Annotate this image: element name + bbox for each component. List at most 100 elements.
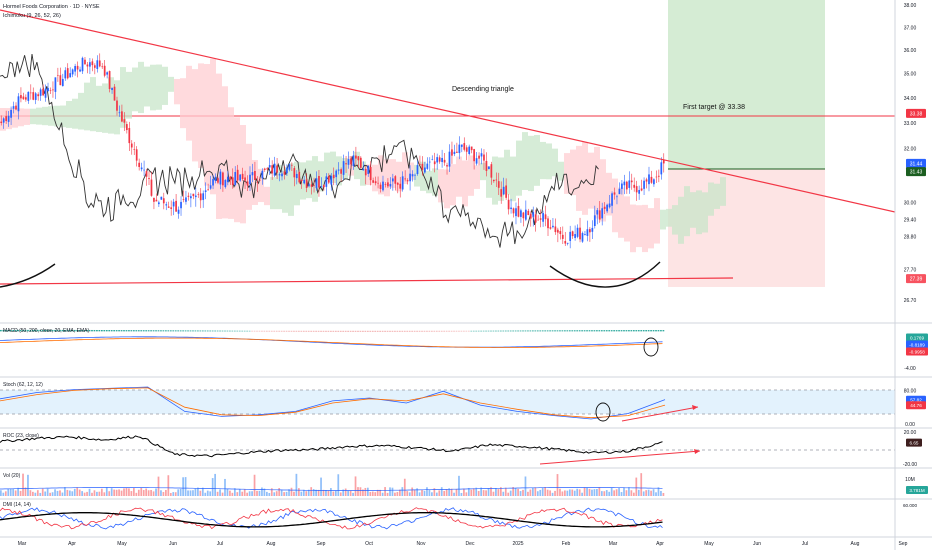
roc-axis[interactable]: 20.00 -20.00 6.65 xyxy=(903,430,922,468)
volume-bar xyxy=(98,491,101,496)
volume-bar xyxy=(169,492,172,496)
macd-hist-bar xyxy=(637,330,640,332)
volume-bar xyxy=(243,488,246,496)
candle-body xyxy=(96,60,99,69)
volume-bar xyxy=(103,492,106,496)
candle-body xyxy=(155,199,158,202)
macd-hist-bar xyxy=(93,329,96,332)
dmi-tick-label: 60.000 xyxy=(903,503,917,508)
volume-bar xyxy=(401,487,404,496)
macd-hist-bar xyxy=(105,330,108,332)
volume-bar xyxy=(541,487,544,496)
macd-hist-bar xyxy=(509,330,512,332)
macd-hist-bar xyxy=(330,330,332,332)
candle-body xyxy=(81,57,84,72)
time-tick-label: Jul xyxy=(802,541,808,547)
candle-body xyxy=(74,66,76,72)
volume-bar xyxy=(443,490,446,496)
candle-body xyxy=(387,182,389,187)
candle-body xyxy=(564,241,567,244)
price-pane[interactable]: Descending triangle First target @ 33.38… xyxy=(0,0,926,304)
cloud-segment xyxy=(690,192,696,228)
candle-body xyxy=(219,171,222,185)
dmi-axis[interactable]: 60.000 xyxy=(903,503,917,508)
macd-hist-bar xyxy=(480,330,483,332)
volume-bar xyxy=(7,488,10,496)
cloud-segment xyxy=(498,157,504,201)
cloud-segment xyxy=(696,190,702,235)
volume-axis[interactable]: 10M 3.781M xyxy=(905,477,928,494)
volume-bar xyxy=(349,490,352,496)
candle-body xyxy=(547,218,549,229)
macd-title: MACD (50, 200, close, 20, EMA, EMA) xyxy=(3,328,89,334)
macd-axis[interactable]: -4.00 0.1769 -0.8189 -0.9958 xyxy=(904,333,928,373)
macd-hist-bar xyxy=(504,330,507,332)
volume-pane[interactable]: Vol (20) 10M 3.781M xyxy=(0,473,928,496)
volume-bar xyxy=(421,490,423,496)
macd-hist-bar xyxy=(125,330,128,332)
cloud-segment xyxy=(534,135,540,186)
candle-body xyxy=(327,176,330,183)
volume-bar xyxy=(110,488,113,496)
macd-hist-bar xyxy=(628,330,630,332)
price-axis[interactable]: 38.00 37.00 36.00 35.00 34.00 33.00 32.00 30.00… xyxy=(904,3,917,304)
macd-hist-bar xyxy=(17,329,19,332)
candle-body xyxy=(266,168,269,170)
candle-body xyxy=(313,185,315,186)
volume-bar xyxy=(29,490,32,496)
volume-bar xyxy=(179,488,182,496)
volume-bar xyxy=(162,492,165,496)
descending-trendline[interactable] xyxy=(0,9,895,213)
macd-hist-bar xyxy=(177,330,180,332)
volume-bar xyxy=(453,492,455,496)
macd-hist-bar xyxy=(544,330,547,332)
macd-hist-bar xyxy=(413,330,416,332)
roc-pane[interactable]: ROC (23, close) 20.00 -20.00 6.65 xyxy=(0,430,922,468)
volume-bar xyxy=(125,488,128,496)
volume-bar xyxy=(105,487,108,496)
candle-body xyxy=(497,181,500,188)
cloud-segment xyxy=(570,149,576,196)
candle-body xyxy=(7,115,10,122)
volume-bar xyxy=(438,490,441,496)
candle-body xyxy=(246,181,249,186)
candle-body xyxy=(337,169,340,171)
candle-body xyxy=(0,121,3,124)
candle-body xyxy=(396,182,399,185)
cloud-segment xyxy=(540,141,546,180)
volume-bar xyxy=(266,491,268,496)
candle-body xyxy=(623,181,626,186)
support-trendline[interactable] xyxy=(0,277,734,285)
macd-hist-bar xyxy=(536,330,539,332)
stoch-band xyxy=(0,390,895,414)
stoch-cross-circle xyxy=(595,402,611,422)
volume-bar xyxy=(411,487,414,496)
time-axis[interactable]: Mar Apr May Jun Jul Aug Sep Oct Nov Dec 2025 Feb Mar… xyxy=(18,541,908,547)
volume-bar xyxy=(524,476,527,496)
macd-hist-bar xyxy=(253,330,256,332)
volume-bar xyxy=(495,488,497,496)
volume-bar xyxy=(83,492,86,496)
candle-body xyxy=(93,65,96,68)
volume-bar xyxy=(263,488,266,496)
volume-bar xyxy=(322,489,325,496)
macd-hist-bar xyxy=(591,330,593,332)
macd-hist-bar xyxy=(229,330,231,332)
cloud-segment xyxy=(210,58,216,195)
time-tick-label: 2025 xyxy=(512,541,523,547)
candle-body xyxy=(61,78,64,87)
macd-pane[interactable]: MACD (50, 200, close, 20, EMA, EMA) -4.0… xyxy=(0,328,928,372)
macd-hist-bar xyxy=(586,330,588,332)
candle-body xyxy=(556,229,559,233)
macd-hist-bar xyxy=(118,330,120,332)
candle-body xyxy=(589,229,591,233)
volume-bar xyxy=(182,477,184,496)
cloud-segment xyxy=(552,148,558,177)
candle-body xyxy=(91,61,94,66)
dmi-pane[interactable]: DMI (14, 14) 60.000 xyxy=(0,502,917,530)
candle-body xyxy=(143,169,145,171)
